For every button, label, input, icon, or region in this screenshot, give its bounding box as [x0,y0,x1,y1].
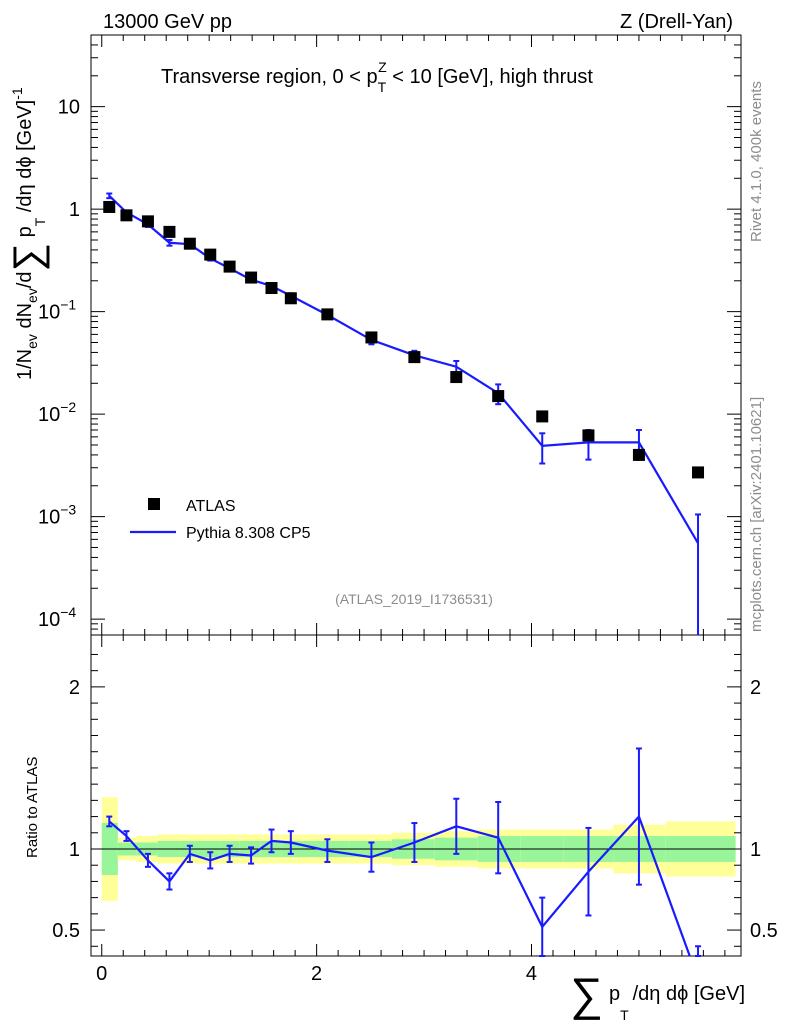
header-right: Z (Drell-Yan) [620,11,733,33]
y-tick-label--1: 10−1 [38,297,76,324]
y-tick-label--3: 10−3 [38,502,76,529]
ratio-tick-label-left-0.5: 0.5 [52,920,80,942]
atlas-marker-13 [450,371,463,384]
ratio-tick-label-right-0.5: 0.5 [750,920,778,942]
atlas-marker-5 [204,248,217,261]
atlas-marker-12 [408,351,421,364]
header-left: 13000 GeV pp [103,11,232,33]
mc-line [108,194,699,544]
atlas-marker-6 [223,260,236,273]
atlas-marker-7 [245,271,258,284]
atlas-marker-3 [163,225,176,238]
y-tick-label-1: 10 [58,97,80,119]
legend-mc-label: Pythia 8.308 CP5 [186,525,311,542]
x-tick-label-0: 0 [96,963,107,985]
atlas-marker-11 [365,331,378,344]
ratio-tick-label-left-2: 2 [69,677,80,699]
y-tick-label-0: 1 [69,199,80,221]
legend-atlas-marker [148,498,160,510]
atlas-marker-14 [492,390,505,403]
legend-atlas-label: ATLAS [186,498,236,515]
atlas-marker-0 [103,200,116,213]
rivet-label: Rivet 4.1.0, 400k events [748,81,765,242]
atlas-series [103,200,705,479]
y-tick-label--4: 10−4 [38,604,76,631]
ratio-tick-label-left-1: 1 [69,839,80,861]
atlas-marker-16 [582,429,595,442]
axis-ticks [91,34,741,956]
atlas-marker-2 [141,215,154,228]
x-axis-label: ∑ pT/dη dϕ [GeV] [570,968,745,1023]
ratio-series [106,747,702,957]
plot-title: Transverse region, 0 < pTZ < 10 [GeV], h… [161,59,593,95]
atlas-marker-10 [321,308,334,321]
atlas-marker-4 [183,237,196,250]
y-axis-label: 1/Nev dNev/d∑ pT /dη dϕ [GeV]-1 [6,87,50,380]
atlas-marker-9 [284,292,297,305]
atlas-marker-1 [120,209,133,222]
x-tick-label-4: 4 [526,963,537,985]
mc-series [106,192,702,635]
analysis-id: (ATLAS_2019_I1736531) [335,591,493,607]
atlas-marker-15 [536,410,549,423]
mcplots-label: mcplots.cern.ch [arXiv:2401.10621] [748,397,765,632]
ratio-tick-label-right-1: 1 [750,839,761,861]
atlas-marker-8 [265,282,278,295]
axis-tick-labels: 0 2 4 10−4 10−3 10−2 10−1 1 10 0.5 0.5 1 1 2 2 [38,97,778,985]
atlas-marker-18 [692,466,705,479]
ratio-tick-label-right-2: 2 [750,677,761,699]
ratio-uncertainty-bands [91,797,741,901]
ratio-y-axis-label: Ratio to ATLAS [24,757,41,858]
ratio-frame [90,634,742,957]
x-tick-label-2: 2 [311,963,322,985]
y-tick-label--2: 10−2 [38,399,76,426]
main-frame [90,34,742,636]
atlas-marker-17 [632,448,645,461]
